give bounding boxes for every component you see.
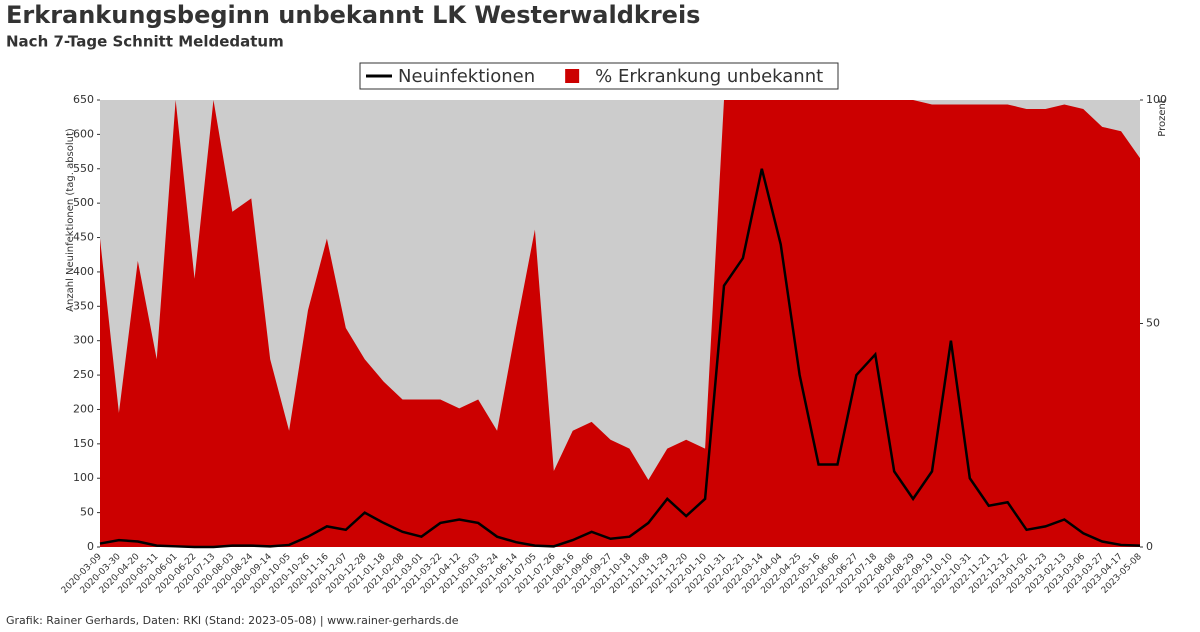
y-tick-label: 200 <box>73 402 94 415</box>
legend-label: % Erkrankung unbekannt <box>595 66 823 87</box>
y2-tick-label: 100 <box>1146 93 1167 106</box>
y-tick-label: 150 <box>73 437 94 450</box>
legend-box <box>359 62 839 90</box>
y2-axis-label: Prozent <box>1157 99 1168 137</box>
y-tick-label: 500 <box>73 196 94 209</box>
line <box>99 168 1141 549</box>
y-tick-label: 600 <box>73 127 94 140</box>
y-tick-label: 400 <box>73 265 94 278</box>
y-tick-label: 450 <box>73 231 94 244</box>
y-tick-label: 0 <box>87 540 94 553</box>
y-tick-label: 350 <box>73 299 94 312</box>
y-tick-label: 650 <box>73 93 94 106</box>
y2-tick-label: 0 <box>1146 540 1153 553</box>
y-axis-label: Anzahl Neuinfektionen (tag. absolut) <box>65 128 76 312</box>
area <box>100 100 1140 547</box>
y-tick-label: 100 <box>73 471 94 484</box>
y-tick-label: 50 <box>80 506 94 519</box>
y-tick-label: 550 <box>73 162 94 175</box>
legend: Neuinfektionen % Erkrankung unbekannt <box>359 62 839 90</box>
legend-swatch <box>565 69 580 83</box>
chart-title: Erkrankungsbeginn unbekannt LK Westerwal… <box>6 1 700 29</box>
y2-tick-label: 50 <box>1146 317 1160 330</box>
footer: Grafik: Rainer Gerhards, Daten: RKI (Sta… <box>6 614 459 627</box>
chart-subtitle: Nach 7-Tage Schnitt Meldedatum <box>6 33 284 51</box>
y-tick-label: 300 <box>73 334 94 347</box>
legend-label: Neuinfektionen <box>398 66 535 87</box>
y-tick-label: 250 <box>73 368 94 381</box>
